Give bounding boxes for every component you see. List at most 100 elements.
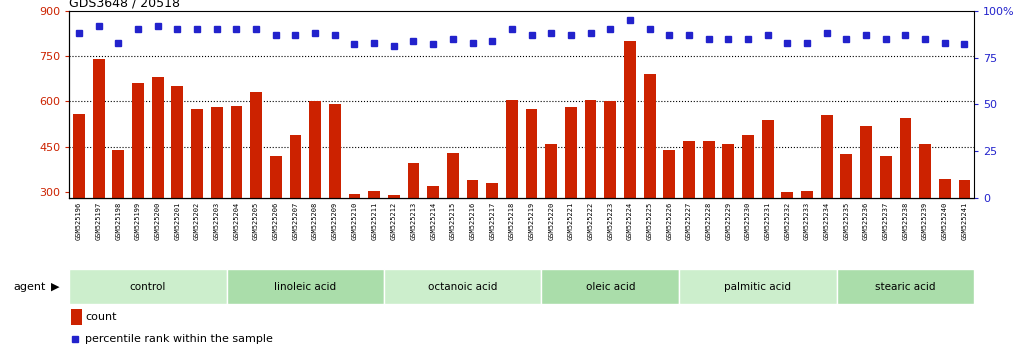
Text: GSM525237: GSM525237 <box>883 202 889 240</box>
Bar <box>821 115 833 283</box>
Bar <box>624 41 636 283</box>
Text: GSM525226: GSM525226 <box>666 202 672 240</box>
Text: GSM525224: GSM525224 <box>626 202 633 240</box>
Text: GSM525207: GSM525207 <box>293 202 298 240</box>
Bar <box>919 144 931 283</box>
Text: GSM525202: GSM525202 <box>194 202 200 240</box>
Bar <box>328 104 341 283</box>
Bar <box>227 269 384 304</box>
Text: GSM525203: GSM525203 <box>214 202 220 240</box>
Text: GSM525236: GSM525236 <box>863 202 870 240</box>
Text: GSM525223: GSM525223 <box>607 202 613 240</box>
Bar <box>565 108 577 283</box>
Bar <box>309 101 321 283</box>
Text: GSM525234: GSM525234 <box>824 202 830 240</box>
Bar <box>290 135 301 283</box>
Text: GSM525211: GSM525211 <box>371 202 377 240</box>
Text: GSM525212: GSM525212 <box>391 202 397 240</box>
Text: GSM525229: GSM525229 <box>725 202 731 240</box>
Text: GSM525204: GSM525204 <box>234 202 239 240</box>
Bar <box>73 114 84 283</box>
Bar <box>113 150 124 283</box>
Bar <box>840 154 852 283</box>
Bar <box>860 126 872 283</box>
Bar <box>781 192 793 283</box>
Text: GSM525201: GSM525201 <box>174 202 180 240</box>
Bar <box>703 141 715 283</box>
Text: GSM525232: GSM525232 <box>784 202 790 240</box>
Bar <box>506 100 518 283</box>
Bar <box>762 120 774 283</box>
Text: GSM525227: GSM525227 <box>686 202 692 240</box>
Bar <box>742 135 754 283</box>
Text: GSM525200: GSM525200 <box>155 202 161 240</box>
Text: GSM525199: GSM525199 <box>135 202 141 240</box>
Bar <box>585 100 597 283</box>
Text: percentile rank within the sample: percentile rank within the sample <box>85 334 274 344</box>
Text: GSM525205: GSM525205 <box>253 202 259 240</box>
Text: GSM525221: GSM525221 <box>567 202 574 240</box>
Bar <box>467 180 478 283</box>
Text: linoleic acid: linoleic acid <box>275 282 337 292</box>
Text: GSM525206: GSM525206 <box>273 202 279 240</box>
Text: GSM525235: GSM525235 <box>843 202 849 240</box>
Text: palmitic acid: palmitic acid <box>724 282 791 292</box>
Bar <box>368 191 380 283</box>
Text: GSM525231: GSM525231 <box>765 202 771 240</box>
Text: GSM525213: GSM525213 <box>411 202 417 240</box>
Text: GSM525218: GSM525218 <box>508 202 515 240</box>
Text: GSM525220: GSM525220 <box>548 202 554 240</box>
Text: GSM525239: GSM525239 <box>922 202 929 240</box>
Bar <box>172 86 183 283</box>
Text: GSM525215: GSM525215 <box>450 202 456 240</box>
Bar <box>683 141 695 283</box>
Bar <box>679 269 837 304</box>
Text: GSM525225: GSM525225 <box>647 202 653 240</box>
Bar <box>349 194 360 283</box>
Text: GSM525197: GSM525197 <box>96 202 102 240</box>
Bar <box>644 74 656 283</box>
Bar <box>387 195 400 283</box>
Text: GSM525219: GSM525219 <box>529 202 535 240</box>
Text: ▶: ▶ <box>51 282 59 292</box>
Bar <box>899 118 911 283</box>
Bar <box>270 156 282 283</box>
Bar <box>231 106 242 283</box>
Text: GSM525209: GSM525209 <box>332 202 338 240</box>
Bar <box>408 164 419 283</box>
Text: GSM525217: GSM525217 <box>489 202 495 240</box>
Bar <box>959 180 970 283</box>
Text: oleic acid: oleic acid <box>586 282 635 292</box>
Text: GSM525241: GSM525241 <box>961 202 967 240</box>
Bar <box>427 186 439 283</box>
Bar <box>880 156 892 283</box>
Bar <box>446 153 459 283</box>
Bar <box>69 269 227 304</box>
Text: GSM525196: GSM525196 <box>76 202 82 240</box>
Text: stearic acid: stearic acid <box>876 282 936 292</box>
Text: octanoic acid: octanoic acid <box>428 282 497 292</box>
Text: GSM525228: GSM525228 <box>706 202 712 240</box>
Bar <box>541 269 679 304</box>
Bar <box>191 109 203 283</box>
Bar <box>722 144 734 283</box>
Bar <box>663 150 675 283</box>
Bar <box>486 183 498 283</box>
Text: control: control <box>130 282 166 292</box>
Bar <box>132 83 144 283</box>
Bar <box>545 144 557 283</box>
Text: GSM525198: GSM525198 <box>115 202 121 240</box>
Text: count: count <box>85 312 117 322</box>
Text: GSM525222: GSM525222 <box>588 202 594 240</box>
Text: GSM525233: GSM525233 <box>804 202 810 240</box>
Bar <box>71 309 81 325</box>
Text: GSM525216: GSM525216 <box>470 202 476 240</box>
Text: GSM525208: GSM525208 <box>312 202 318 240</box>
Bar <box>384 269 541 304</box>
Text: GSM525240: GSM525240 <box>942 202 948 240</box>
Bar <box>250 92 262 283</box>
Text: GDS3648 / 20518: GDS3648 / 20518 <box>69 0 180 10</box>
Text: agent: agent <box>13 282 46 292</box>
Text: GSM525238: GSM525238 <box>902 202 908 240</box>
Bar <box>211 108 223 283</box>
